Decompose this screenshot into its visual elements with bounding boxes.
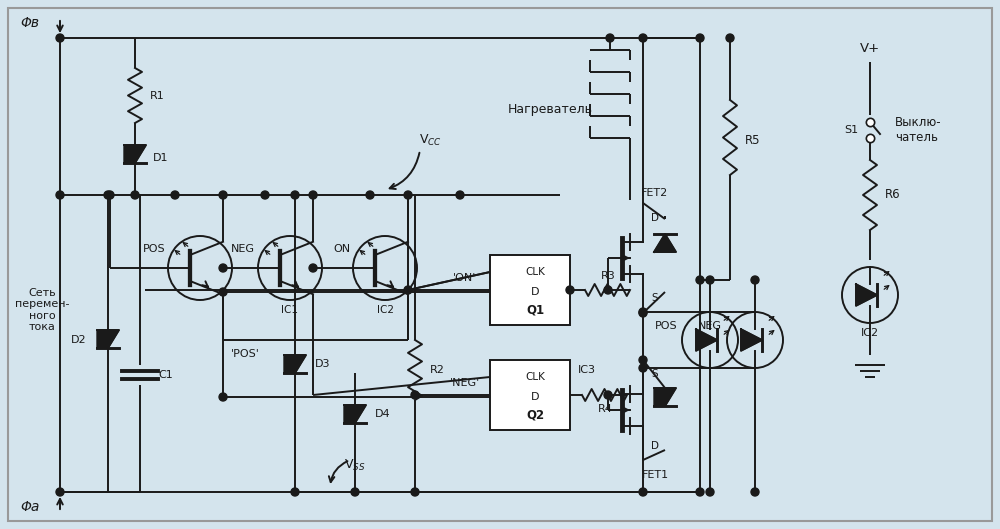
Circle shape — [696, 276, 704, 284]
Text: FET2: FET2 — [641, 188, 669, 198]
Circle shape — [351, 488, 359, 496]
Circle shape — [639, 309, 647, 317]
Circle shape — [706, 488, 714, 496]
Text: S: S — [651, 293, 658, 303]
Circle shape — [261, 191, 269, 199]
Text: V$_{SS}$: V$_{SS}$ — [344, 458, 366, 472]
Circle shape — [104, 191, 112, 199]
Text: R4: R4 — [598, 404, 612, 414]
Circle shape — [639, 308, 647, 316]
Polygon shape — [344, 405, 366, 423]
Text: R3: R3 — [601, 271, 615, 281]
Text: NEG: NEG — [698, 321, 722, 331]
Circle shape — [131, 191, 139, 199]
Circle shape — [366, 191, 374, 199]
Text: NEG: NEG — [231, 244, 255, 254]
Circle shape — [604, 391, 612, 399]
Text: R2: R2 — [430, 365, 445, 375]
Text: D: D — [531, 287, 539, 297]
Circle shape — [566, 286, 574, 294]
Text: C1: C1 — [158, 370, 173, 380]
Bar — [490, 360, 570, 430]
Circle shape — [404, 286, 412, 294]
Circle shape — [219, 288, 227, 296]
Text: D: D — [531, 392, 539, 402]
Text: D4: D4 — [375, 409, 391, 419]
Polygon shape — [124, 145, 146, 163]
Text: 'NEG': 'NEG' — [450, 378, 480, 388]
Bar — [490, 255, 570, 325]
Circle shape — [56, 34, 64, 42]
Text: CLK: CLK — [525, 372, 545, 382]
Circle shape — [606, 34, 614, 42]
Circle shape — [726, 34, 734, 42]
Circle shape — [696, 488, 704, 496]
Polygon shape — [97, 330, 119, 348]
Circle shape — [219, 264, 227, 272]
Circle shape — [696, 34, 704, 42]
Circle shape — [639, 364, 647, 372]
Text: D2: D2 — [70, 335, 86, 345]
Text: D: D — [651, 213, 659, 223]
Circle shape — [751, 276, 759, 284]
Text: CLK: CLK — [525, 267, 545, 277]
Circle shape — [106, 191, 114, 199]
Circle shape — [404, 191, 412, 199]
Text: IC2: IC2 — [376, 305, 394, 315]
Circle shape — [219, 393, 227, 401]
Text: D1: D1 — [153, 153, 168, 163]
Text: Φа: Φа — [20, 500, 40, 514]
Text: Φв: Φв — [20, 16, 40, 30]
Text: S1: S1 — [844, 125, 858, 135]
Circle shape — [604, 286, 612, 294]
Circle shape — [411, 488, 419, 496]
Circle shape — [56, 191, 64, 199]
Text: IC3: IC3 — [578, 365, 596, 375]
Circle shape — [291, 488, 299, 496]
Circle shape — [751, 488, 759, 496]
Circle shape — [171, 191, 179, 199]
Polygon shape — [856, 284, 877, 306]
Text: IC2: IC2 — [861, 328, 879, 338]
Circle shape — [309, 191, 317, 199]
Text: D: D — [651, 441, 659, 451]
Text: Выклю-
чатель: Выклю- чатель — [895, 116, 942, 144]
Text: D3: D3 — [315, 359, 330, 369]
Circle shape — [639, 34, 647, 42]
Circle shape — [639, 488, 647, 496]
Text: V+: V+ — [860, 41, 880, 54]
Polygon shape — [284, 355, 306, 373]
Circle shape — [706, 276, 714, 284]
Text: Сеть
перемен-
ного
тока: Сеть перемен- ного тока — [15, 288, 69, 332]
Polygon shape — [696, 329, 717, 351]
Circle shape — [639, 356, 647, 364]
Text: R1: R1 — [150, 91, 165, 101]
Circle shape — [411, 391, 419, 399]
Text: Нагреватель: Нагреватель — [508, 104, 592, 116]
Text: Q2: Q2 — [526, 408, 544, 422]
Text: POS: POS — [654, 321, 677, 331]
Text: FET1: FET1 — [641, 470, 669, 480]
Polygon shape — [654, 234, 676, 252]
Circle shape — [291, 191, 299, 199]
Text: IC1: IC1 — [282, 305, 298, 315]
Text: R5: R5 — [745, 133, 761, 147]
Text: 'ON': 'ON' — [453, 273, 477, 283]
Text: V$_{CC}$: V$_{CC}$ — [419, 132, 441, 148]
Text: Q1: Q1 — [526, 304, 544, 316]
Text: ON: ON — [333, 244, 350, 254]
Text: 'POS': 'POS' — [231, 349, 259, 359]
Text: R6: R6 — [885, 188, 901, 202]
Text: S: S — [651, 369, 658, 379]
Text: POS: POS — [142, 244, 165, 254]
Circle shape — [456, 191, 464, 199]
Polygon shape — [654, 388, 676, 406]
Circle shape — [219, 191, 227, 199]
Circle shape — [56, 488, 64, 496]
Polygon shape — [741, 329, 762, 351]
Circle shape — [309, 264, 317, 272]
